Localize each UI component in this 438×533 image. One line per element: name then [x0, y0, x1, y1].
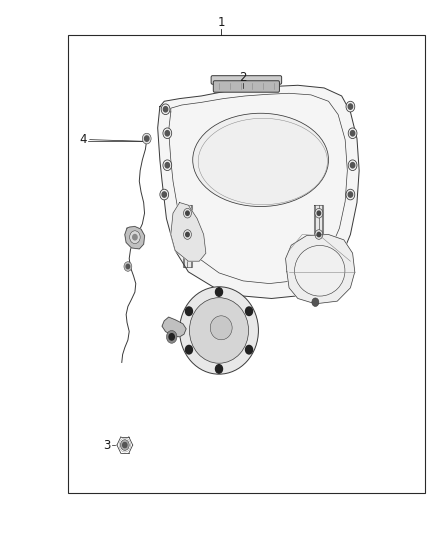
Circle shape [246, 345, 253, 354]
Ellipse shape [294, 245, 345, 296]
Circle shape [317, 211, 321, 215]
Text: 1: 1 [217, 16, 225, 29]
Circle shape [166, 330, 177, 343]
Polygon shape [125, 227, 145, 249]
Circle shape [163, 128, 172, 139]
Circle shape [160, 189, 169, 200]
Circle shape [142, 133, 151, 144]
Circle shape [163, 107, 168, 112]
Text: 2: 2 [239, 71, 247, 84]
Circle shape [346, 189, 355, 200]
Circle shape [123, 442, 127, 448]
Circle shape [133, 235, 137, 240]
Circle shape [348, 192, 353, 197]
Circle shape [348, 160, 357, 171]
Circle shape [161, 104, 170, 115]
Circle shape [215, 365, 223, 373]
Circle shape [315, 230, 323, 239]
Ellipse shape [210, 316, 232, 340]
Ellipse shape [189, 297, 249, 364]
Circle shape [145, 136, 149, 141]
Ellipse shape [180, 287, 258, 374]
Circle shape [165, 163, 170, 168]
Circle shape [312, 298, 319, 306]
Polygon shape [314, 205, 323, 266]
Circle shape [317, 232, 321, 237]
Circle shape [315, 208, 323, 218]
Circle shape [215, 288, 223, 296]
Circle shape [246, 307, 253, 316]
Circle shape [348, 104, 353, 109]
Circle shape [120, 440, 129, 450]
Circle shape [350, 131, 355, 136]
FancyBboxPatch shape [213, 81, 279, 92]
Ellipse shape [193, 114, 328, 207]
Circle shape [169, 334, 174, 340]
Circle shape [184, 208, 191, 218]
Text: 4: 4 [79, 133, 87, 146]
Polygon shape [171, 203, 206, 261]
Circle shape [346, 101, 355, 112]
Polygon shape [183, 205, 192, 266]
Bar [68, 35, 425, 493]
Circle shape [124, 262, 132, 271]
Circle shape [163, 160, 172, 171]
Circle shape [350, 163, 355, 168]
Polygon shape [162, 317, 186, 337]
Circle shape [165, 131, 170, 136]
Circle shape [185, 307, 192, 316]
Polygon shape [286, 235, 355, 304]
Circle shape [186, 232, 189, 237]
Text: 3: 3 [104, 439, 111, 451]
Polygon shape [158, 85, 359, 298]
Circle shape [130, 231, 140, 244]
FancyBboxPatch shape [211, 76, 282, 84]
Circle shape [348, 128, 357, 139]
Circle shape [186, 211, 189, 215]
Circle shape [162, 192, 166, 197]
Circle shape [185, 345, 192, 354]
Circle shape [184, 230, 191, 239]
Circle shape [126, 264, 130, 269]
